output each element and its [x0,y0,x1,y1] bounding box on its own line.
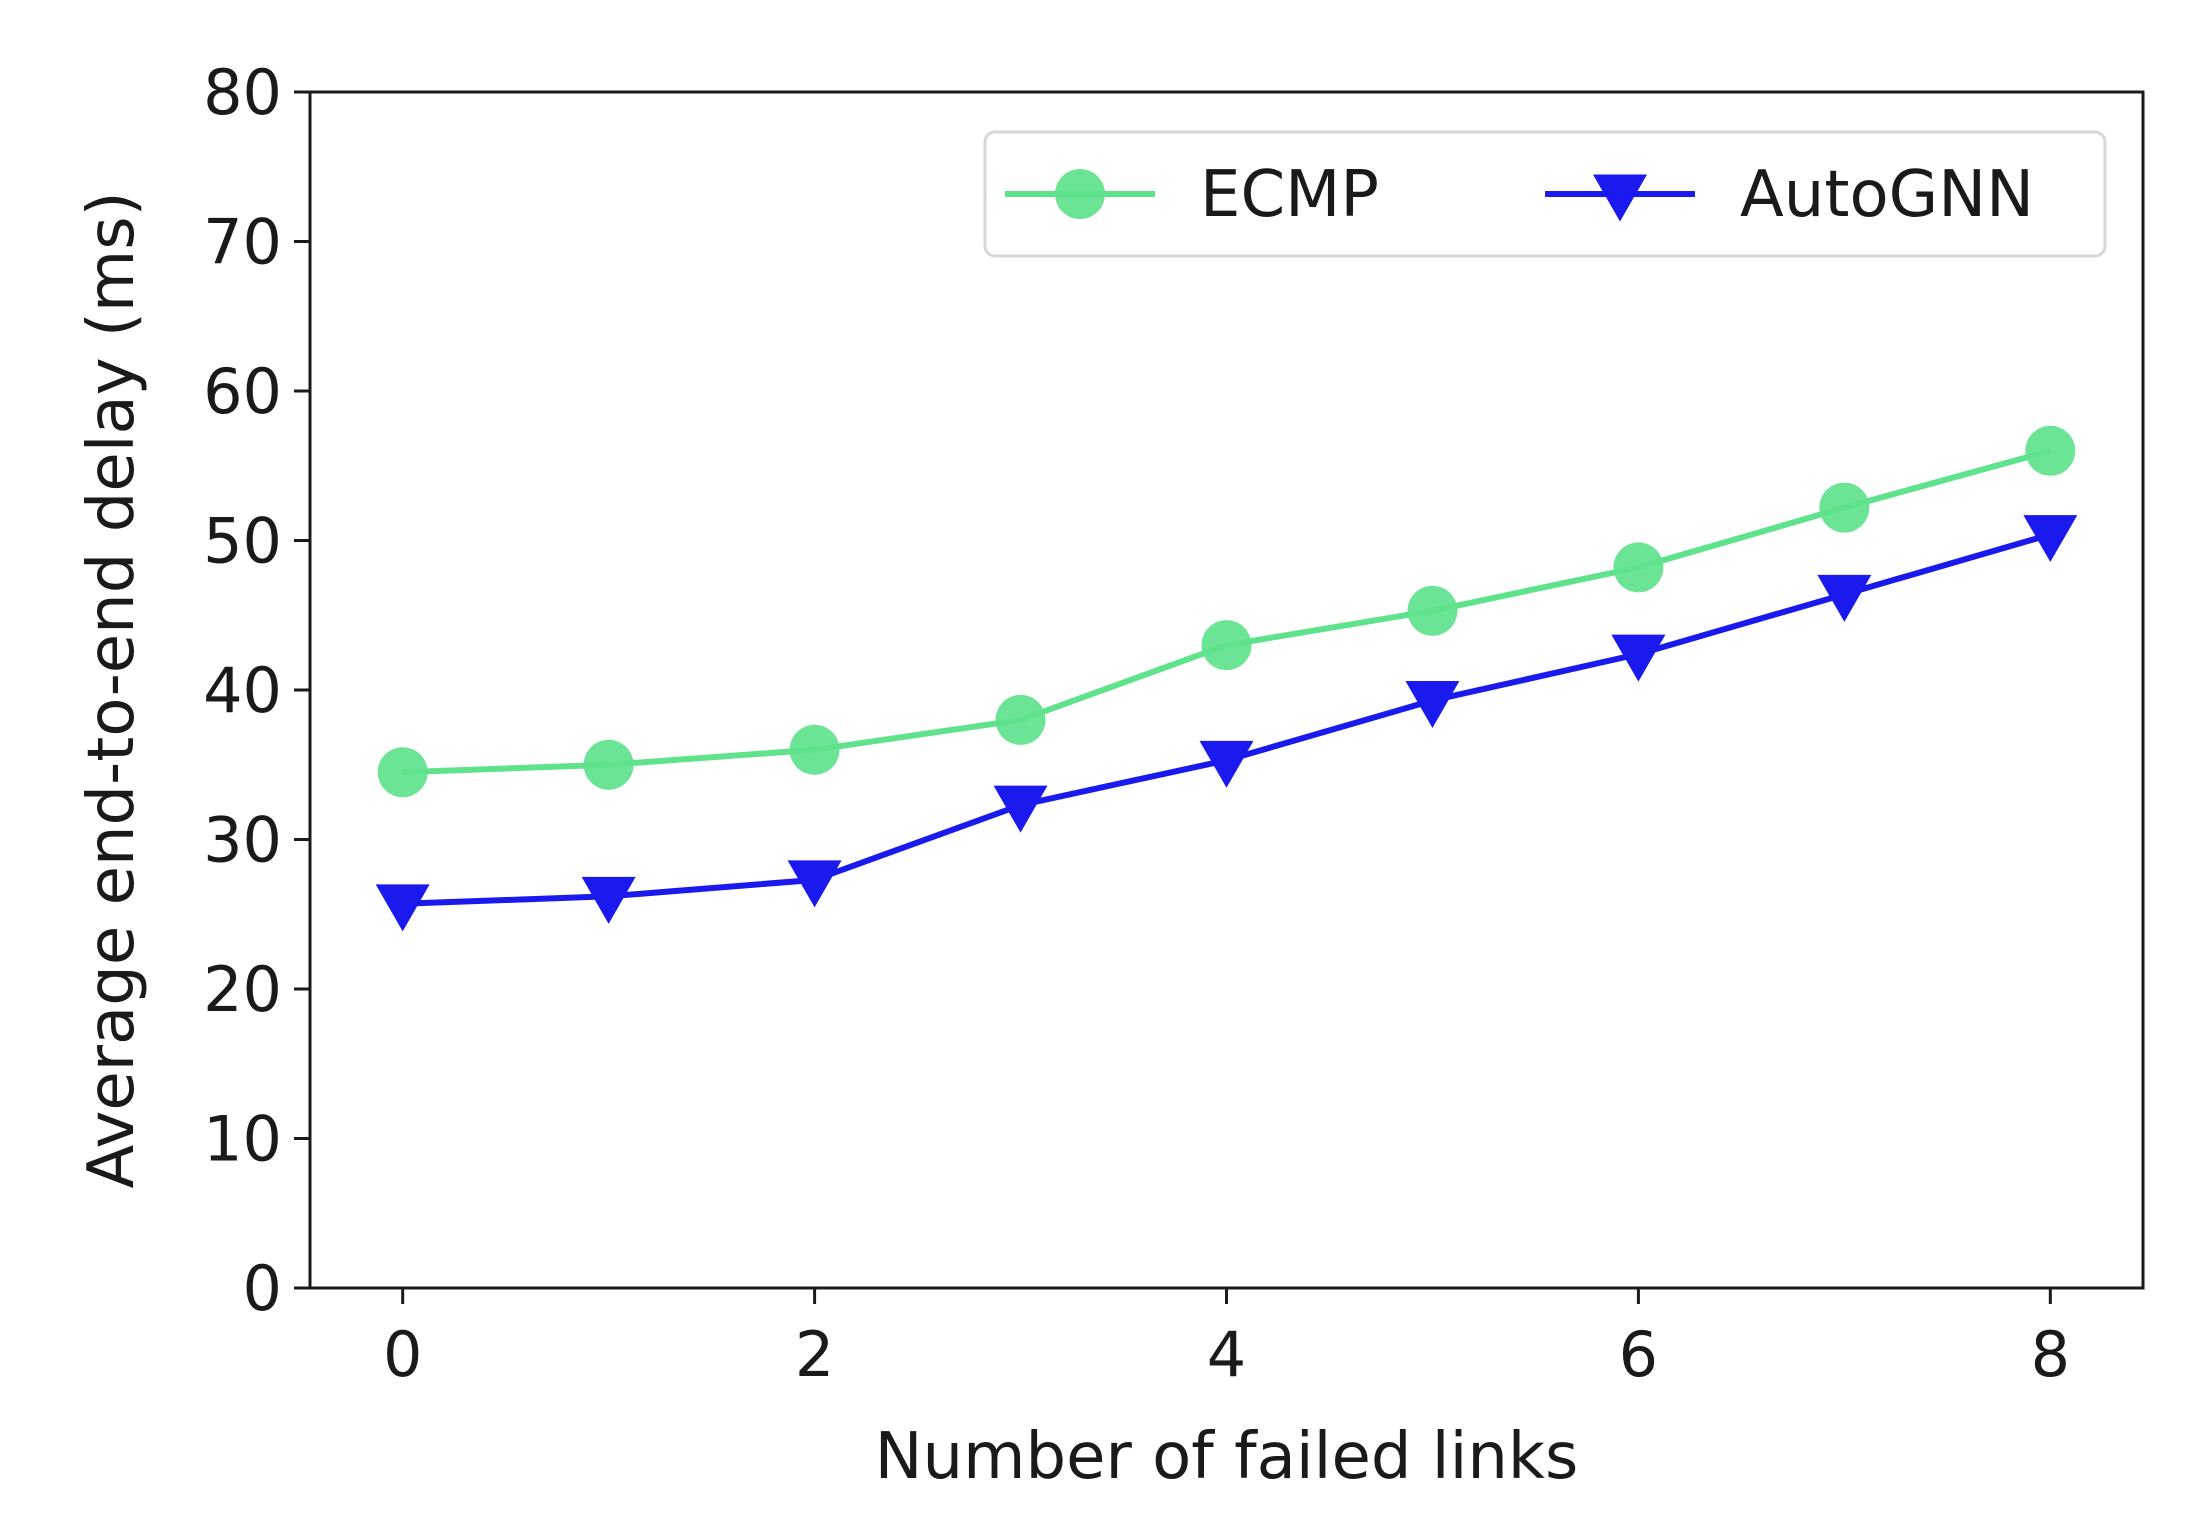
series-autognn [375,515,2078,932]
y-tick-label: 80 [203,56,282,129]
legend-label-autognn: AutoGNN [1740,158,2034,232]
autognn-point [1817,574,1872,622]
y-tick-label: 30 [203,804,282,877]
y-tick-label: 0 [243,1252,282,1325]
autognn-point [375,884,430,932]
x-tick-label: 8 [2031,1318,2070,1391]
y-axis-label: Average end-to-end delay (ms) [75,191,149,1188]
legend: ECMP AutoGNN [983,130,2107,258]
x-tick-label: 4 [1207,1318,1246,1391]
y-tick-label: 10 [203,1103,282,1176]
autognn-point [787,860,842,908]
x-tick-label: 0 [383,1318,422,1391]
y-tick-label: 20 [203,953,282,1026]
ticks-layer: 0 10 20 30 40 50 60 70 80 0 2 4 6 8 [203,56,2070,1391]
y-tick-label: 60 [203,355,282,428]
legend-marker-autognn [1593,174,1647,222]
series-ecmp [377,425,2076,798]
series-layer [375,425,2078,932]
autognn-point [1199,740,1254,788]
x-tick-label: 2 [795,1318,834,1391]
ecmp-point [1819,482,1870,533]
autognn-point [581,876,636,924]
ecmp-point [377,747,428,798]
plot-area-frame [308,90,2145,1290]
legend-label-ecmp: ECMP [1200,158,1379,232]
ecmp-point [2025,425,2076,476]
y-tick-label: 50 [203,505,282,578]
ecmp-point [789,724,840,775]
x-tick-label: 6 [1619,1318,1658,1391]
ecmp-point [1201,620,1252,671]
y-tick-label: 70 [203,206,282,279]
legend-entry-ecmp: ECMP [1005,158,1379,232]
legend-marker-ecmp [1055,169,1105,219]
autognn-point [1405,681,1460,729]
ecmp-point [1407,585,1458,636]
legend-entry-autognn: AutoGNN [1545,158,2034,232]
x-axis-label: Number of failed links [875,1420,1579,1494]
ecmp-point [995,694,1046,745]
autognn-point [993,785,1048,833]
y-tick-label: 40 [203,654,282,727]
autognn-point [2023,515,2078,563]
ecmp-point [583,739,634,790]
autognn-point [1611,634,1666,682]
ecmp-point [1613,542,1664,593]
